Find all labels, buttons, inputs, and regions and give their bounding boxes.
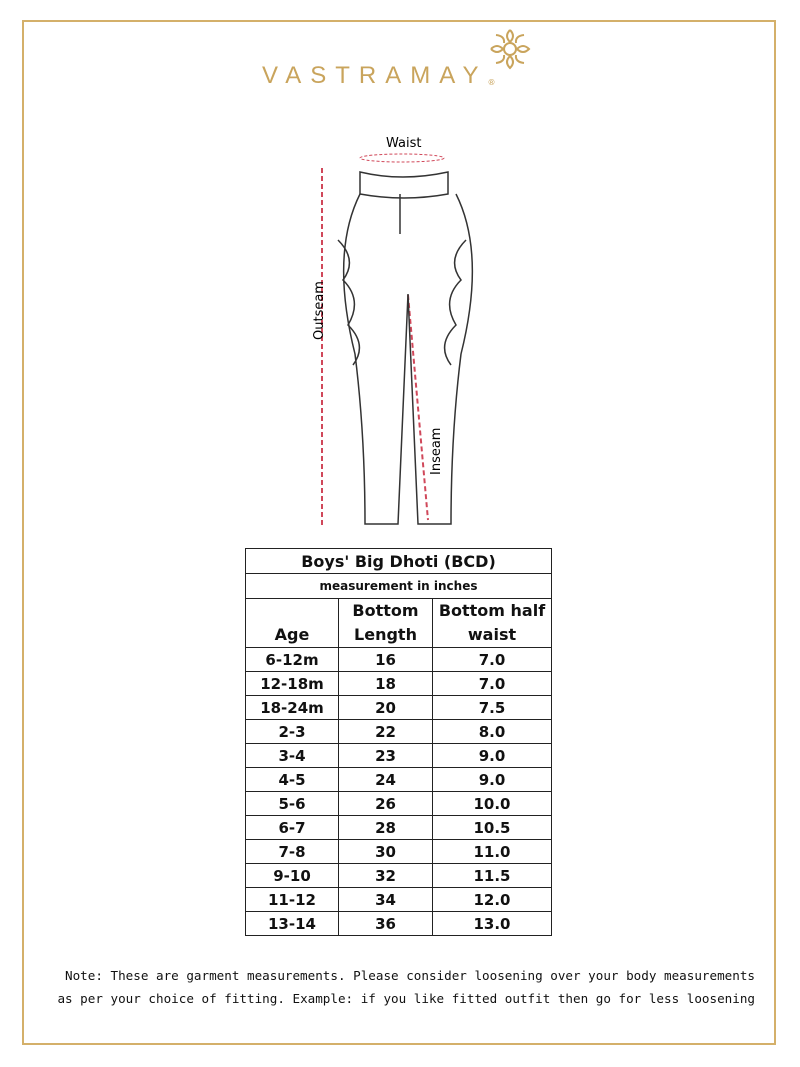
header-age: Age bbox=[245, 598, 339, 648]
cell-bottom-length: 26 bbox=[338, 791, 433, 816]
table-header-row: Age Bottom Length Bottom half waist bbox=[245, 598, 552, 648]
header-line: Bottom bbox=[352, 601, 419, 620]
pants-diagram: Waist Outseam Inseam bbox=[312, 136, 474, 525]
cell-bottom-length: 30 bbox=[338, 839, 433, 864]
cell-bottom-length: 34 bbox=[338, 887, 433, 912]
table-row: 11-12 34 12.0 bbox=[245, 887, 552, 912]
table-title: Boys' Big Dhoti (BCD) bbox=[245, 548, 552, 574]
header-line: Length bbox=[354, 625, 417, 644]
cell-age: 6-7 bbox=[245, 815, 339, 840]
cell-half-waist: 9.0 bbox=[432, 743, 552, 768]
waist-label: Waist bbox=[386, 136, 421, 151]
inseam-label: Inseam bbox=[429, 428, 444, 475]
header-line: waist bbox=[467, 625, 517, 644]
table-row: 6-12m 16 7.0 bbox=[245, 647, 552, 672]
brand-logo-icon bbox=[490, 29, 531, 70]
cell-age: 9-10 bbox=[245, 863, 339, 888]
header-line: Bottom half bbox=[438, 601, 546, 620]
table-row: 3-4 23 9.0 bbox=[245, 743, 552, 768]
cell-half-waist: 10.0 bbox=[432, 791, 552, 816]
table-row: 7-8 30 11.0 bbox=[245, 839, 552, 864]
cell-half-waist: 12.0 bbox=[432, 887, 552, 912]
header-bottom-length: Bottom Length bbox=[338, 598, 433, 648]
cell-age: 5-6 bbox=[245, 791, 339, 816]
cell-age: 7-8 bbox=[245, 839, 339, 864]
cell-bottom-length: 20 bbox=[338, 695, 433, 720]
table-row: 2-3 22 8.0 bbox=[245, 719, 552, 744]
table-row: 12-18m 18 7.0 bbox=[245, 671, 552, 696]
cell-age: 13-14 bbox=[245, 911, 339, 936]
note-line: as per your choice of fitting. Example: … bbox=[57, 991, 755, 1006]
cell-bottom-length: 28 bbox=[338, 815, 433, 840]
note-text: Note: These are garment measurements. Pl… bbox=[38, 964, 755, 1010]
table-row: 4-5 24 9.0 bbox=[245, 767, 552, 792]
header-bottom-half-waist: Bottom half waist bbox=[432, 598, 552, 648]
cell-half-waist: 7.0 bbox=[432, 671, 552, 696]
cell-age: 6-12m bbox=[245, 647, 339, 672]
cell-half-waist: 13.0 bbox=[432, 911, 552, 936]
cell-age: 11-12 bbox=[245, 887, 339, 912]
table-row: 6-7 28 10.5 bbox=[245, 815, 552, 840]
cell-half-waist: 9.0 bbox=[432, 767, 552, 792]
cell-age: 12-18m bbox=[245, 671, 339, 696]
cell-bottom-length: 22 bbox=[338, 719, 433, 744]
cell-half-waist: 10.5 bbox=[432, 815, 552, 840]
registered-mark: ® bbox=[487, 78, 496, 87]
header-age-label: Age bbox=[274, 625, 310, 644]
cell-half-waist: 7.5 bbox=[432, 695, 552, 720]
cell-half-waist: 7.0 bbox=[432, 647, 552, 672]
cell-bottom-length: 24 bbox=[338, 767, 433, 792]
cell-age: 4-5 bbox=[245, 767, 339, 792]
cell-age: 3-4 bbox=[245, 743, 339, 768]
cell-age: 2-3 bbox=[245, 719, 339, 744]
cell-half-waist: 11.5 bbox=[432, 863, 552, 888]
cell-age: 18-24m bbox=[245, 695, 339, 720]
cell-bottom-length: 18 bbox=[338, 671, 433, 696]
cell-bottom-length: 23 bbox=[338, 743, 433, 768]
cell-bottom-length: 16 bbox=[338, 647, 433, 672]
table-row: 18-24m 20 7.5 bbox=[245, 695, 552, 720]
table-row: 9-10 32 11.5 bbox=[245, 863, 552, 888]
brand-name: VASTRAMAY bbox=[262, 62, 488, 89]
cell-bottom-length: 32 bbox=[338, 863, 433, 888]
table-subtitle: measurement in inches bbox=[245, 573, 552, 599]
cell-bottom-length: 36 bbox=[338, 911, 433, 936]
cell-half-waist: 11.0 bbox=[432, 839, 552, 864]
page-frame bbox=[22, 20, 776, 1045]
size-chart-table: Boys' Big Dhoti (BCD) measurement in inc… bbox=[245, 548, 552, 936]
note-line: Note: These are garment measurements. Pl… bbox=[65, 968, 755, 983]
cell-half-waist: 8.0 bbox=[432, 719, 552, 744]
table-row: 13-14 36 13.0 bbox=[245, 911, 552, 936]
table-row: 5-6 26 10.0 bbox=[245, 791, 552, 816]
brand-wordmark: VASTRAMAY ® bbox=[262, 62, 495, 90]
outseam-label: Outseam bbox=[312, 281, 327, 340]
